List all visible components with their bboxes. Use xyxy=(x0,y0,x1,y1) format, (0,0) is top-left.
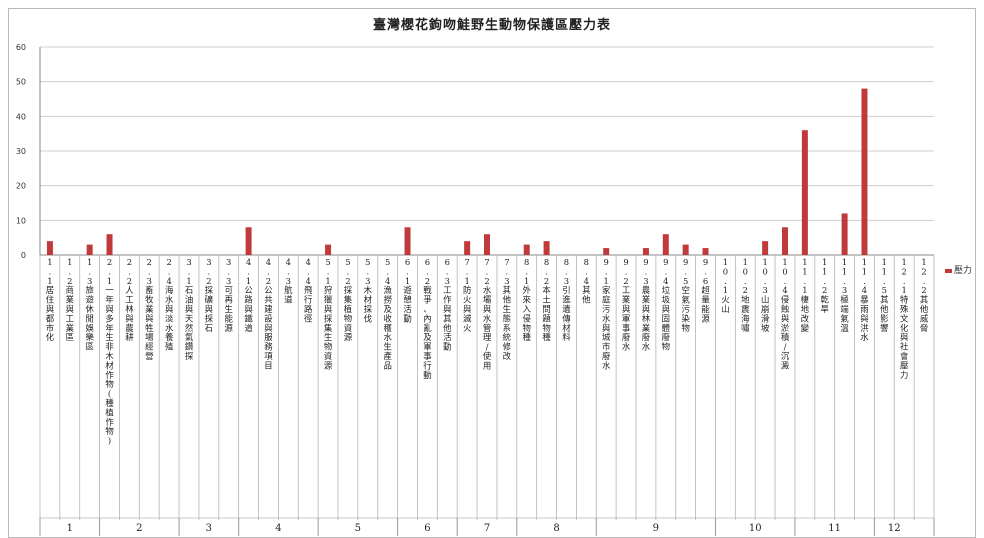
y-tick-label: 20 xyxy=(16,182,26,191)
bar xyxy=(523,244,530,255)
category-label: 8. 1 外來入侵物種 xyxy=(523,257,532,342)
category-label: 4. 3 航道 xyxy=(284,257,293,305)
y-tick-label: 0 xyxy=(21,251,26,260)
bar xyxy=(46,241,53,255)
category-label: 9. 5 空氣污染物 xyxy=(681,257,690,333)
category-label: 4. 4 飛行路徑 xyxy=(304,257,313,323)
group-label: 6 xyxy=(424,523,430,534)
group-label: 3 xyxy=(206,523,212,534)
bar xyxy=(642,248,649,255)
bar xyxy=(484,234,490,255)
category-label: 1. 3 旅遊休閒娛樂區 xyxy=(85,257,94,352)
group-label: 1 xyxy=(67,523,73,534)
bar xyxy=(543,241,550,255)
group-label: 7 xyxy=(484,523,490,534)
y-tick-label: 10 xyxy=(16,216,26,225)
category-label: 1 0. 4 侵蝕與淤積/沉澱 xyxy=(781,257,790,370)
category-label: 5. 3 木材採伐 xyxy=(364,257,373,323)
category-label: 1 1. 5 其他影響 xyxy=(880,257,889,333)
category-label: 9. 1 家庭污水與城市廢水 xyxy=(602,257,611,370)
y-tick-label: 60 xyxy=(16,43,26,52)
y-tick-label: 50 xyxy=(16,78,26,87)
category-label: 7. 3 其他生態系統修改 xyxy=(503,257,512,361)
group-label: 2 xyxy=(136,523,142,534)
bar xyxy=(86,244,93,255)
category-label: 1 2. 2 其他威脅 xyxy=(920,257,929,333)
bar xyxy=(801,130,808,255)
bar xyxy=(782,227,788,255)
category-label: 9. 3 農業與林業廢水 xyxy=(642,257,651,352)
bar xyxy=(841,213,848,255)
category-label: 2. 1 一年與多年生非木材作物(種植作物) xyxy=(105,257,114,446)
category-label: 6. 1 遊憩活動 xyxy=(403,257,412,323)
category-label: 1 1. 2 乾旱 xyxy=(821,257,830,314)
category-label: 1 1. 3 極端氣溫 xyxy=(840,257,849,333)
category-label: 3. 2 採礦與採石 xyxy=(205,257,214,333)
category-label: 6. 2 戰爭、內亂及軍事行動 xyxy=(423,257,432,380)
category-label: 1 0. 2 地震海嘯 xyxy=(741,257,750,333)
category-label: 9. 2 工業與軍事廢水 xyxy=(622,257,631,352)
bar xyxy=(702,248,709,255)
category-label: 2. 2 人工林與農耕 xyxy=(125,257,134,342)
group-label: 12 xyxy=(888,523,901,534)
category-label: 5. 4 漁撈及收穫水生產品 xyxy=(383,257,392,370)
category-label: 9. 4 垃圾與固體廢物 xyxy=(662,257,671,352)
bar xyxy=(464,241,471,255)
category-label: 3. 3 可再生能源 xyxy=(225,257,234,333)
legend-swatch xyxy=(945,268,952,273)
group-label: 10 xyxy=(749,523,762,534)
category-label: 1 1. 4 暴雨與洪水 xyxy=(860,257,869,342)
category-label: 1. 2 商業與工業區 xyxy=(66,257,75,342)
legend-label: 壓力 xyxy=(954,266,973,276)
category-label: 6. 3 工作與其他活動 xyxy=(443,257,452,352)
category-label: 5. 1 狩獵與採集生物資源 xyxy=(324,257,333,370)
chart-title: 臺灣櫻花鉤吻鮭野生動物保護區壓力表 xyxy=(372,18,611,33)
category-label: 2. 3 畜牧業與牲場經營 xyxy=(145,257,154,361)
category-label: 4. 1 公路與鐵道 xyxy=(244,257,253,333)
category-label: 2. 4 海水與淡水養殖 xyxy=(165,257,174,352)
category-label: 3. 1 石油與天然氣鑽探 xyxy=(185,257,194,361)
category-label: 1 0. 3 山崩滑坡 xyxy=(761,257,770,333)
bar xyxy=(682,244,689,255)
bar xyxy=(106,234,113,255)
legend: 壓力 xyxy=(945,263,972,276)
category-label: 1 0. 1 火山 xyxy=(721,257,730,314)
group-label: 9 xyxy=(653,523,659,534)
category-label: 7. 1 防火與滅火 xyxy=(463,257,472,333)
bar xyxy=(404,227,411,255)
bar xyxy=(603,248,610,255)
y-tick-label: 30 xyxy=(16,147,26,156)
category-label: 7. 2 水壩與水管理/使用 xyxy=(483,257,492,370)
category-label: 8. 4 其他 xyxy=(582,257,591,305)
category-label: 5. 2 採集植物資源 xyxy=(344,257,353,342)
category-label: 1 2. 1 特殊文化與社會壓力 xyxy=(900,257,909,380)
bar xyxy=(245,227,252,255)
bar xyxy=(762,241,769,255)
bar xyxy=(325,244,332,255)
group-label: 8 xyxy=(553,523,559,534)
bar xyxy=(662,234,669,255)
y-tick-label: 40 xyxy=(16,112,26,121)
category-label: 1 1. 1 棲地改變 xyxy=(801,257,810,333)
category-label: 9. 6 超量能源 xyxy=(701,257,710,323)
category-label: 8. 3 引進遺傳材料 xyxy=(562,257,571,342)
category-label: 4. 2 公共建設與服務項目 xyxy=(264,257,273,370)
group-label: 5 xyxy=(355,523,361,534)
group-label: 11 xyxy=(828,523,841,534)
bar xyxy=(861,88,868,255)
group-label: 4 xyxy=(275,523,281,534)
category-label: 8. 2 本土問題物種 xyxy=(542,257,551,342)
category-label: 1. 1 居住與都市化 xyxy=(46,257,55,342)
